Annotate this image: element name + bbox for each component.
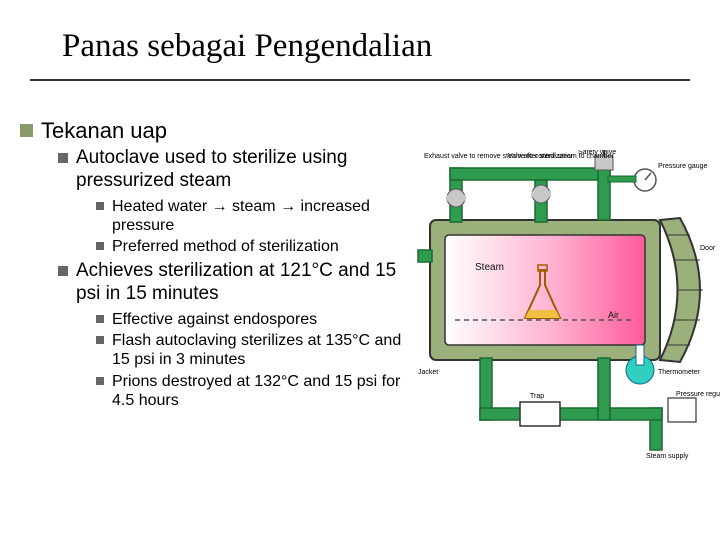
pressure-gauge-icon <box>608 169 656 191</box>
valve-icon <box>531 185 551 203</box>
slide-title: Panas sebagai Pengendalian <box>0 28 720 75</box>
autoclave-door <box>660 218 703 362</box>
steam-label: Steam <box>475 262 504 273</box>
pressure-regulator <box>668 398 696 422</box>
diagram-label: Pressure gauge <box>658 163 708 170</box>
diagram-label: Trap <box>530 393 544 400</box>
diagram-label: Jacket <box>418 369 438 376</box>
square-bullet-icon <box>20 124 33 137</box>
diagram-label: Thermometer <box>658 369 701 376</box>
slide: Panas sebagai Pengendalian Tekanan uap A… <box>0 0 720 540</box>
square-bullet-icon <box>96 377 104 385</box>
diagram-label: Door <box>700 245 716 252</box>
bullet-text: Preferred method of sterilization <box>112 237 339 256</box>
list-item: Heated water → steam → increased pressur… <box>96 197 410 235</box>
diagram-label: Safety valve <box>578 150 616 156</box>
square-bullet-icon <box>96 242 104 250</box>
autoclave-chamber <box>445 235 645 345</box>
list-item: Effective against endospores <box>96 310 410 329</box>
content-area: Tekanan uap Autoclave used to sterilize … <box>20 118 410 412</box>
square-bullet-icon <box>96 336 104 344</box>
title-underline <box>30 79 690 81</box>
valve-icon <box>446 189 466 207</box>
bullet-text: Heated water → steam → increased pressur… <box>112 197 410 235</box>
square-bullet-icon <box>96 315 104 323</box>
diagram-label: Steam supply <box>646 453 689 460</box>
bullet-text: Tekanan uap <box>41 118 167 143</box>
autoclave-diagram: Steam Air Exhaust valve to remove steam … <box>400 150 720 460</box>
list-item: Prions destroyed at 132°C and 15 psi for… <box>96 372 410 410</box>
bullet-text: Flash autoclaving sterilizes at 135°C an… <box>112 331 410 369</box>
bullet-text: Autoclave used to sterilize using pressu… <box>76 147 410 193</box>
square-bullet-icon <box>58 153 68 163</box>
diagram-label: Pressure regulator <box>676 391 720 398</box>
bullet-text: Prions destroyed at 132°C and 15 psi for… <box>112 372 410 410</box>
bullet-text: Effective against endospores <box>112 310 317 329</box>
list-item: Autoclave used to sterilize using pressu… <box>58 147 410 193</box>
bullet-text: Achieves sterilization at 121°C and 15 p… <box>76 260 410 306</box>
trap-box <box>520 402 560 426</box>
list-item: Achieves sterilization at 121°C and 15 p… <box>58 260 410 306</box>
square-bullet-icon <box>96 202 104 210</box>
list-item: Tekanan uap <box>20 118 410 143</box>
list-item: Preferred method of sterilization <box>96 237 410 256</box>
air-label: Air <box>608 310 619 320</box>
square-bullet-icon <box>58 266 68 276</box>
list-item: Flash autoclaving sterilizes at 135°C an… <box>96 331 410 369</box>
